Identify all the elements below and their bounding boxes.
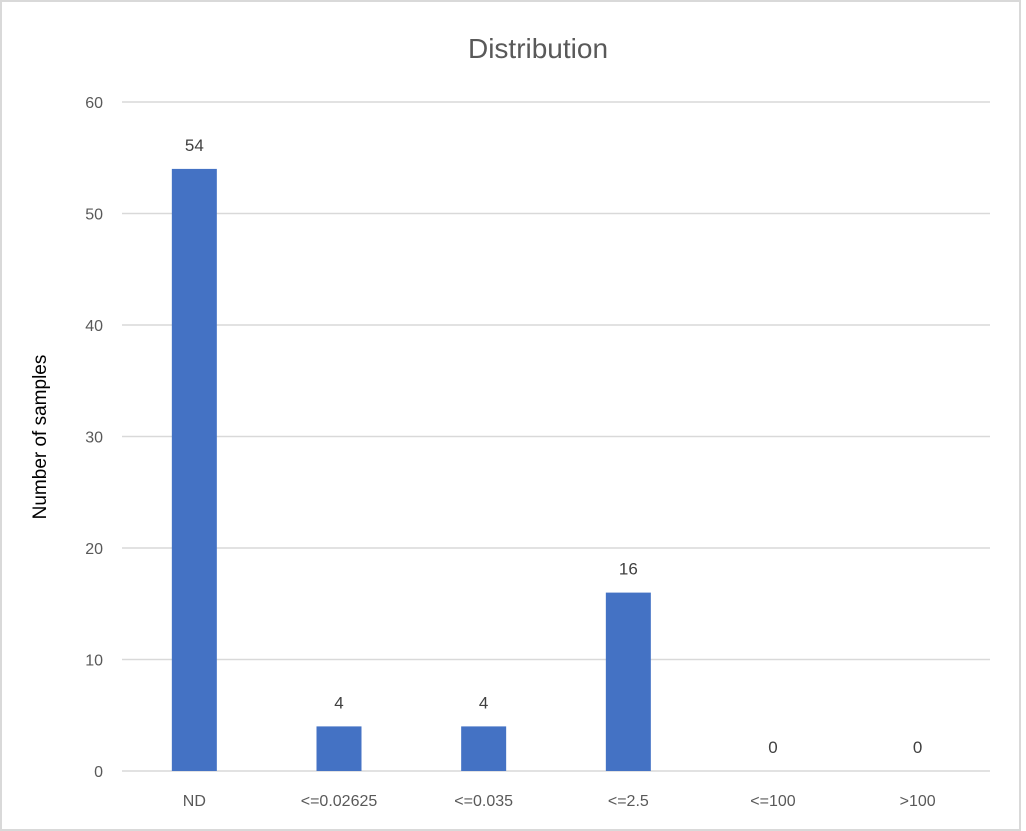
y-tick-label: 10 bbox=[85, 653, 103, 670]
x-tick-label: <=100 bbox=[750, 793, 795, 810]
bars bbox=[171, 168, 651, 771]
data-label: 0 bbox=[913, 738, 922, 757]
y-tick-label: 60 bbox=[85, 95, 103, 112]
data-label: 0 bbox=[768, 738, 777, 757]
data-labels: 54 4 4 16 0 0 bbox=[185, 136, 923, 757]
bar bbox=[316, 726, 362, 771]
y-tick-label: 30 bbox=[85, 430, 103, 447]
x-tick-label: <=0.035 bbox=[454, 793, 513, 810]
x-axis-ticks: ND <=0.02625 <=0.035 <=2.5 <=100 >100 bbox=[183, 793, 936, 810]
y-axis-label: Number of samples bbox=[30, 355, 51, 520]
y-tick-label: 20 bbox=[85, 541, 103, 558]
x-tick-label: ND bbox=[183, 793, 206, 810]
bar bbox=[605, 592, 651, 771]
data-label: 54 bbox=[185, 136, 204, 155]
x-tick-label: <=2.5 bbox=[608, 793, 649, 810]
bar bbox=[461, 726, 507, 771]
data-label: 4 bbox=[334, 693, 343, 712]
y-tick-label: 0 bbox=[94, 764, 103, 781]
y-tick-label: 40 bbox=[85, 318, 103, 335]
y-axis-ticks: 0 10 20 30 40 50 60 bbox=[85, 95, 103, 781]
chart-title: Distribution bbox=[468, 33, 608, 64]
gridlines bbox=[122, 101, 990, 772]
bar bbox=[171, 168, 217, 771]
y-tick-label: 50 bbox=[85, 207, 103, 224]
data-label: 4 bbox=[479, 693, 488, 712]
x-tick-label: >100 bbox=[900, 793, 936, 810]
data-label: 16 bbox=[619, 560, 638, 579]
x-tick-label: <=0.02625 bbox=[301, 793, 378, 810]
